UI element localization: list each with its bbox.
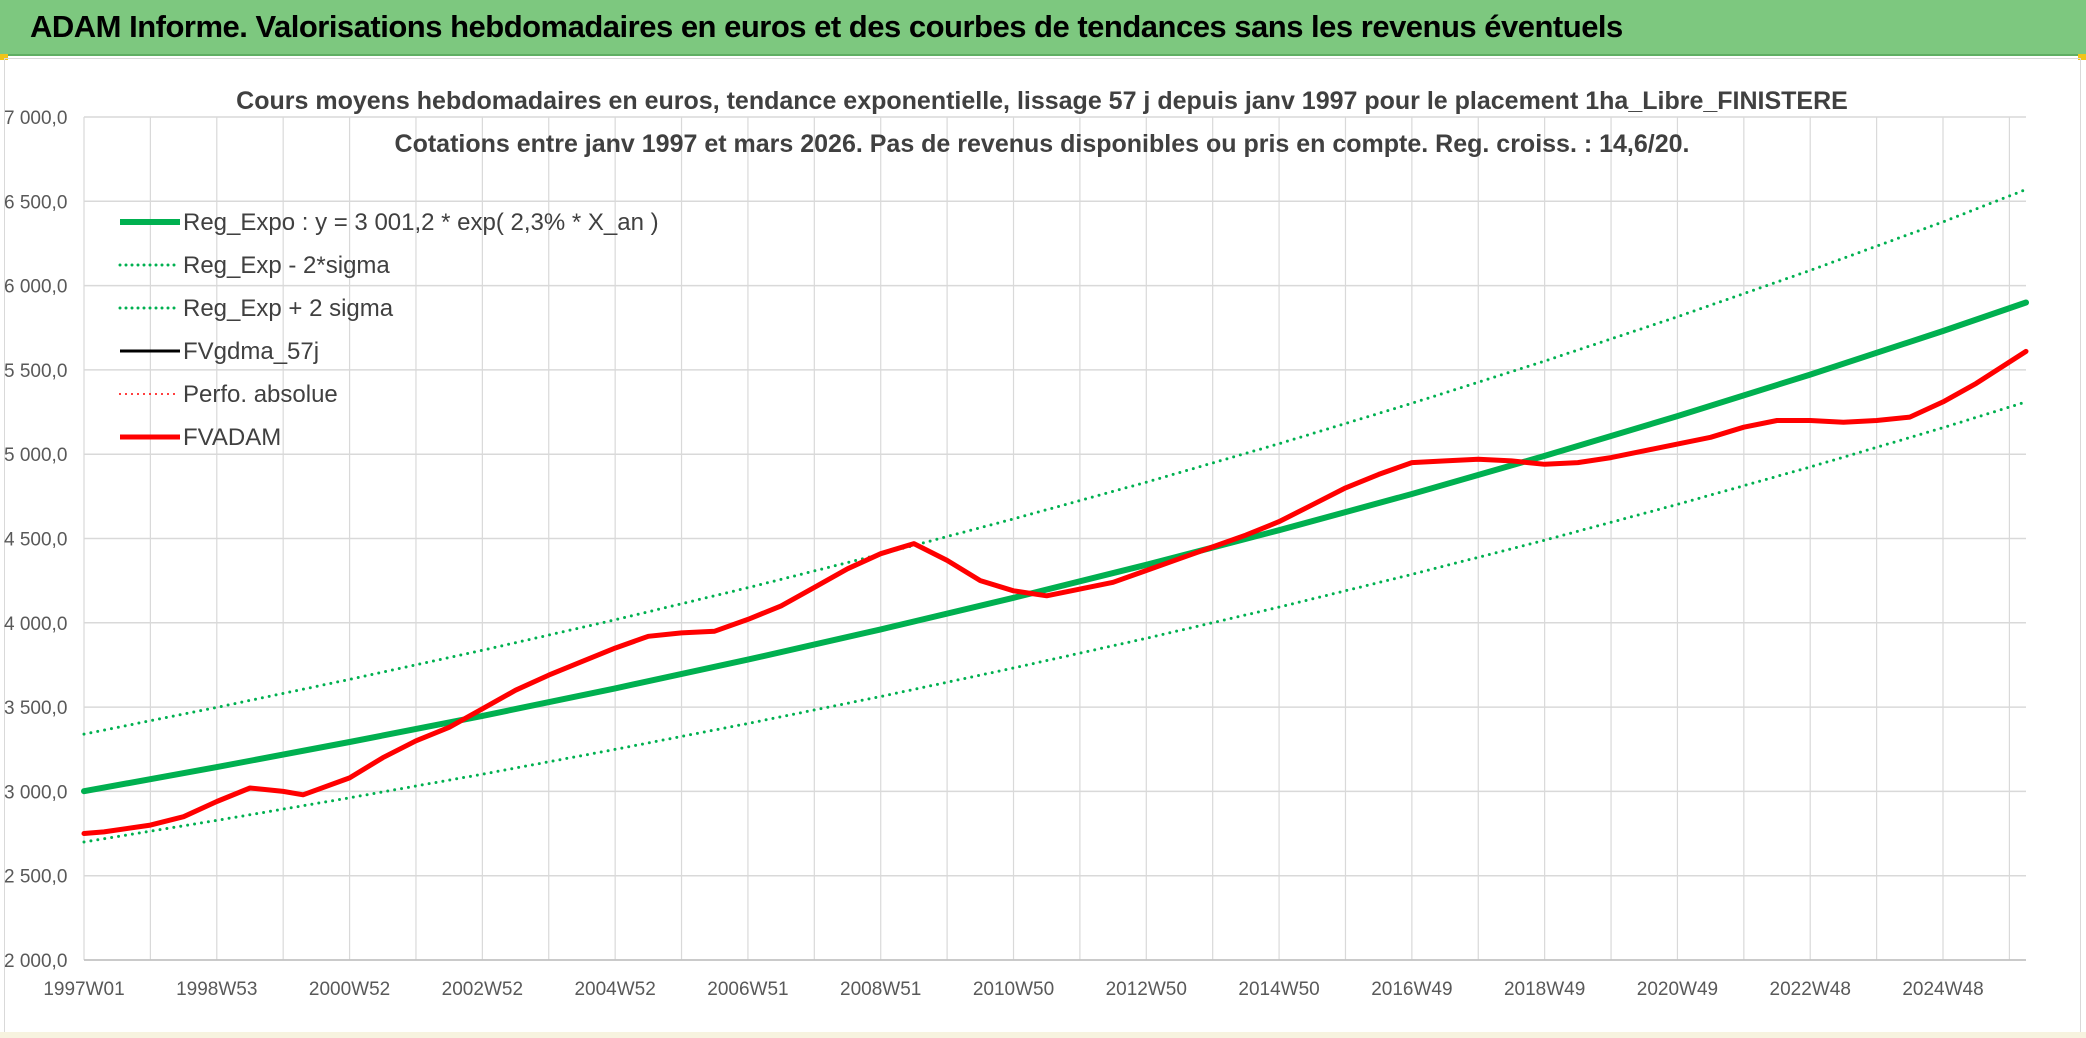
- legend-label-5: FVADAM: [183, 424, 281, 451]
- legend-label-1: Reg_Exp - 2*sigma: [183, 252, 390, 279]
- x-tick-label: 2014W50: [1238, 979, 1319, 1000]
- line-chart: 2 000,0 2 500,0 3 000,0 3 500,0 4 000,0 4 500…: [4, 87, 2029, 1000]
- chart-grid: [83, 116, 2026, 961]
- x-axis-ticks: 1997W01 1998W53 2000W52 2002W52 2004W52 2006W…: [43, 979, 1983, 1000]
- x-tick-label: 2010W50: [973, 979, 1054, 1000]
- report-title: ADAM Informe. Valorisations hebdomadaire…: [30, 9, 1623, 44]
- corner-mark-left: [0, 54, 8, 60]
- y-tick-label: 2 000,0: [4, 951, 67, 972]
- x-tick-label: 1998W53: [176, 979, 257, 1000]
- series-line-0: [81, 299, 2029, 795]
- y-tick-label: 6 500,0: [4, 192, 67, 213]
- y-tick-label: 4 000,0: [4, 614, 67, 635]
- legend-label-2: Reg_Exp + 2 sigma: [183, 295, 394, 322]
- legend-label-0: Reg_Expo : y = 3 001,2 * exp( 2,3% * X_a…: [183, 209, 659, 236]
- y-tick-label: 5 500,0: [4, 361, 67, 382]
- y-tick-label: 4 500,0: [4, 530, 67, 551]
- series-layer: [81, 188, 2029, 844]
- corner-mark-right: [2078, 54, 2086, 60]
- y-axis-ticks: 2 000,0 2 500,0 3 000,0 3 500,0 4 000,0 4 500…: [4, 108, 67, 972]
- x-tick-label: 2008W51: [840, 979, 921, 1000]
- report-header: ADAM Informe. Valorisations hebdomadaire…: [0, 0, 2086, 56]
- y-tick-label: 5 000,0: [4, 445, 67, 466]
- x-tick-label: 2016W49: [1371, 979, 1452, 1000]
- x-tick-label: 2004W52: [574, 979, 655, 1000]
- x-tick-label: 2024W48: [1902, 979, 1983, 1000]
- y-tick-label: 3 500,0: [4, 698, 67, 719]
- series-line-5: [81, 348, 2029, 836]
- y-tick-label: 7 000,0: [4, 108, 67, 129]
- y-tick-label: 3 000,0: [4, 782, 67, 803]
- y-tick-label: 6 000,0: [4, 277, 67, 298]
- y-tick-label: 2 500,0: [4, 867, 67, 888]
- x-tick-label: 1997W01: [43, 979, 124, 1000]
- legend-label-3: FVgdma_57j: [183, 338, 319, 365]
- x-tick-label: 2002W52: [442, 979, 523, 1000]
- x-tick-label: 2018W49: [1504, 979, 1585, 1000]
- legend-label-4: Perfo. absolue: [183, 381, 338, 408]
- x-tick-label: 2020W49: [1637, 979, 1718, 1000]
- x-tick-label: 2012W50: [1106, 979, 1187, 1000]
- series-line-2: [82, 188, 2028, 736]
- bottom-band: [0, 1032, 2086, 1038]
- x-tick-label: 2006W51: [707, 979, 788, 1000]
- series-line-1: [82, 400, 2028, 844]
- chart-title: Cours moyens hebdomadaires en euros, ten…: [236, 87, 1848, 115]
- x-tick-label: 2000W52: [309, 979, 390, 1000]
- chart-subtitle: Cotations entre janv 1997 et mars 2026. …: [395, 130, 1690, 158]
- x-tick-label: 2022W48: [1770, 979, 1851, 1000]
- chart-legend: Reg_Expo : y = 3 001,2 * exp( 2,3% * X_a…: [118, 209, 659, 451]
